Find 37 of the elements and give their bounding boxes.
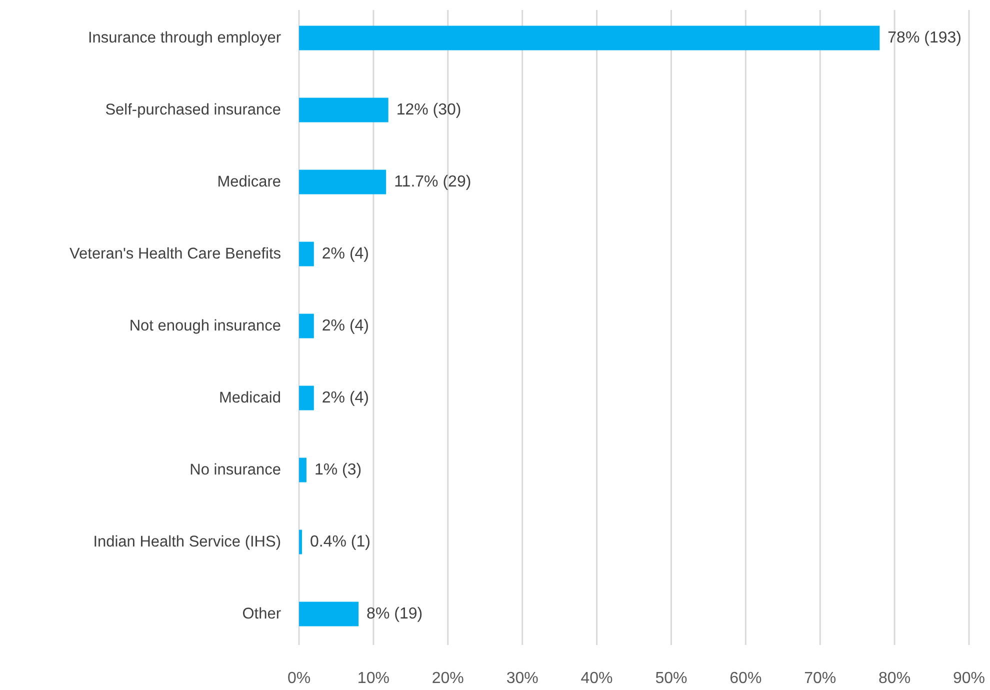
y-tick-label: Self-purchased insurance bbox=[105, 102, 281, 118]
y-tick-label: Not enough insurance bbox=[129, 318, 281, 334]
data-label: 2% (4) bbox=[322, 318, 370, 334]
bar bbox=[299, 98, 388, 122]
bar bbox=[299, 530, 302, 554]
y-tick-label: No insurance bbox=[190, 462, 281, 478]
x-tick-label: 40% bbox=[580, 670, 613, 687]
data-label: 12% (30) bbox=[396, 102, 462, 118]
x-tick-label: 80% bbox=[878, 670, 911, 687]
bar bbox=[299, 458, 306, 482]
data-label: 0.4% (1) bbox=[310, 534, 370, 550]
y-tick-label: Medicaid bbox=[218, 390, 281, 406]
x-tick-label: 70% bbox=[804, 670, 836, 687]
bar bbox=[299, 26, 880, 50]
y-tick-label: Medicare bbox=[217, 174, 281, 190]
data-label: 2% (4) bbox=[322, 390, 370, 406]
y-tick-label: Veteran's Health Care Benefits bbox=[70, 246, 282, 262]
x-tick-label: 90% bbox=[952, 670, 986, 687]
x-tick-label: 20% bbox=[432, 670, 464, 687]
y-tick-label: Insurance through employer bbox=[88, 30, 281, 46]
data-label: 2% (4) bbox=[322, 246, 370, 262]
y-tick-label: Indian Health Service (IHS) bbox=[93, 534, 281, 550]
x-tick-label: 0% bbox=[287, 670, 311, 687]
data-label: 11.7% (29) bbox=[394, 174, 472, 190]
x-tick-label: 10% bbox=[357, 670, 390, 687]
y-tick-label: Other bbox=[242, 606, 281, 622]
bar bbox=[299, 242, 314, 266]
data-label: 78% (193) bbox=[888, 30, 962, 46]
bar bbox=[299, 386, 314, 410]
x-tick-label: 60% bbox=[730, 670, 762, 687]
bar bbox=[299, 170, 386, 194]
x-tick-label: 30% bbox=[506, 670, 538, 687]
data-label: 8% (19) bbox=[366, 606, 423, 622]
bar bbox=[299, 602, 359, 626]
x-tick-label: 50% bbox=[655, 670, 688, 687]
bar bbox=[299, 314, 314, 338]
data-label: 1% (3) bbox=[314, 462, 362, 478]
